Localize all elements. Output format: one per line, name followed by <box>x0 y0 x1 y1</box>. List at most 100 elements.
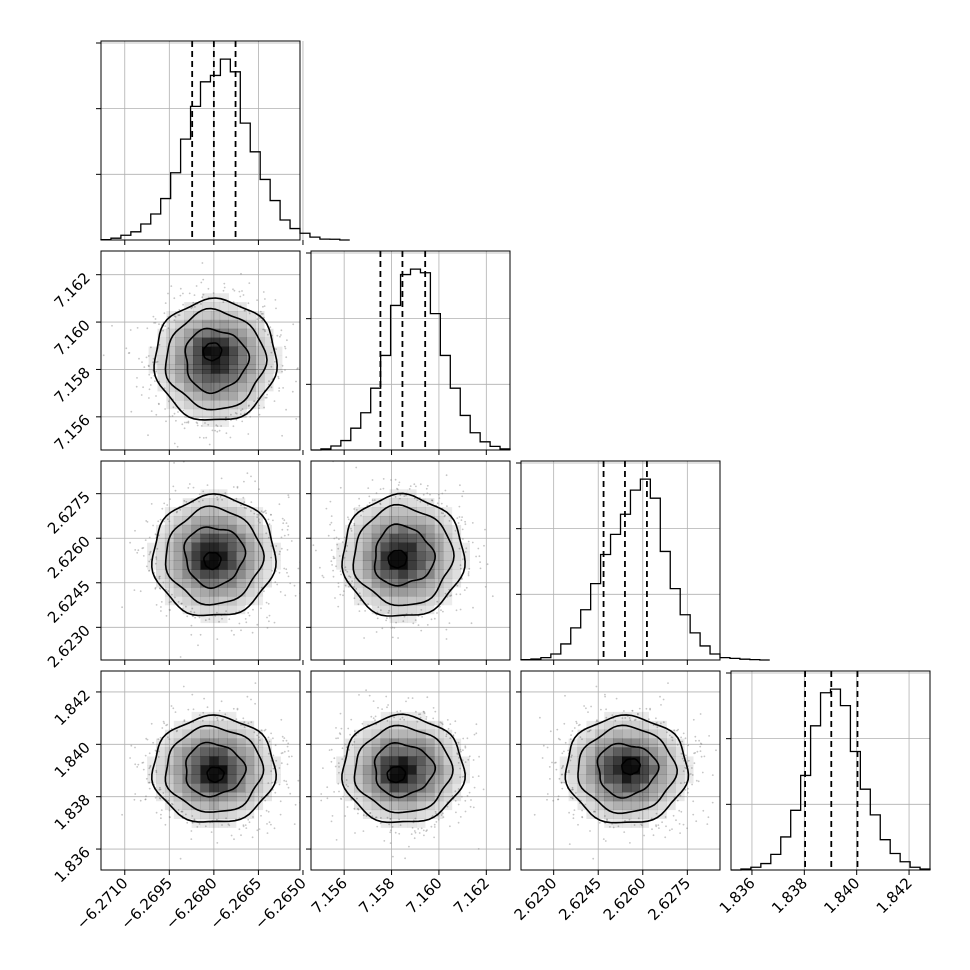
scatter-point <box>153 572 156 574</box>
density-cell <box>236 516 246 526</box>
scatter-point <box>256 734 259 737</box>
scatter-point <box>204 422 206 424</box>
scatter-points <box>320 689 485 860</box>
density-cell <box>380 542 390 552</box>
y-tick-label: 1.838 <box>51 791 94 834</box>
density-cell <box>595 809 605 819</box>
scatter-point <box>470 799 472 801</box>
scatter-point <box>426 624 429 626</box>
scatter-point <box>333 537 336 540</box>
scatter-point <box>394 496 397 498</box>
scatter-point <box>258 514 260 516</box>
scatter-point <box>358 610 361 612</box>
scatter-point <box>201 452 203 454</box>
density-cell <box>157 364 167 374</box>
scatter-point <box>236 707 239 710</box>
scatter-point <box>577 724 580 727</box>
density-cell <box>164 569 175 579</box>
density-cell <box>371 756 381 766</box>
scatter-point <box>633 719 636 721</box>
density-cell <box>568 756 578 766</box>
density-cell <box>443 792 453 802</box>
scatter-point <box>561 752 564 755</box>
scatter-point <box>612 826 615 829</box>
scatter-point <box>405 700 407 703</box>
scatter-point <box>148 570 150 572</box>
scatter-point <box>160 601 163 603</box>
scatter-point <box>148 569 151 572</box>
scatter-point <box>464 746 467 749</box>
density-cell <box>227 516 237 526</box>
scatter-point <box>448 588 451 591</box>
scatter-point <box>335 536 338 539</box>
scatter-point <box>325 507 328 510</box>
scatter-point <box>699 750 702 752</box>
scatter-point <box>403 615 406 618</box>
scatter-point <box>374 719 376 722</box>
plot-area <box>731 671 930 870</box>
density-cell <box>253 560 264 570</box>
scatter-point <box>664 836 667 839</box>
scatter-point <box>423 710 425 713</box>
scatter-point <box>168 738 171 741</box>
scatter-point <box>287 496 290 499</box>
scatter-point <box>294 594 297 597</box>
density-cell <box>389 507 399 517</box>
density-cell <box>200 729 210 739</box>
scatter-point <box>477 775 480 777</box>
density-cell <box>416 569 426 579</box>
density-cell <box>595 800 605 811</box>
density-cell <box>191 720 201 730</box>
contour-level <box>203 551 222 571</box>
density-cell <box>434 533 444 543</box>
scatter-point <box>265 512 267 515</box>
scatter-point <box>420 629 423 632</box>
scatter-point <box>581 738 583 741</box>
scatter-point <box>360 514 362 517</box>
scatter-point <box>667 682 669 684</box>
scatter-point <box>180 602 183 605</box>
density-cell <box>622 800 632 811</box>
scatter-point <box>303 749 305 751</box>
density-cell <box>164 765 175 775</box>
scatter-point <box>258 407 260 410</box>
density-cell <box>182 569 192 579</box>
scatter-point <box>146 521 149 523</box>
density-cell <box>577 765 587 775</box>
scatter-point <box>191 693 194 696</box>
scatter-point <box>182 685 185 688</box>
density-cell <box>380 578 390 588</box>
scatter-point <box>260 729 263 732</box>
scatter-point <box>546 798 548 801</box>
scatter-point <box>225 432 228 435</box>
density-cell <box>407 587 417 597</box>
density-cell <box>175 311 185 321</box>
density-cell <box>209 711 219 722</box>
density-cell <box>236 605 246 615</box>
scatter-point <box>440 609 442 612</box>
density-cell <box>648 720 658 730</box>
density-cell <box>193 391 203 401</box>
scatter-point <box>680 810 683 813</box>
scatter-point <box>426 484 429 487</box>
scatter-point <box>330 549 333 551</box>
density-cell <box>262 551 272 561</box>
scatter-point <box>687 759 690 762</box>
scatter-point <box>245 507 248 510</box>
scatter-point <box>467 758 470 761</box>
density-cell <box>228 391 238 401</box>
density-cell <box>219 346 229 356</box>
scatter-point <box>392 855 394 858</box>
density-cell <box>380 738 390 748</box>
density-cell <box>604 783 614 793</box>
scatter-point <box>221 824 223 826</box>
density-cell <box>389 578 399 588</box>
scatter-point <box>160 813 162 816</box>
density-cell <box>425 507 435 517</box>
density-cell <box>451 783 462 793</box>
scatter-point <box>160 817 162 820</box>
scatter-point <box>278 783 281 786</box>
density-cell <box>416 792 426 802</box>
scatter-point <box>168 608 171 611</box>
density-cell <box>586 720 596 730</box>
